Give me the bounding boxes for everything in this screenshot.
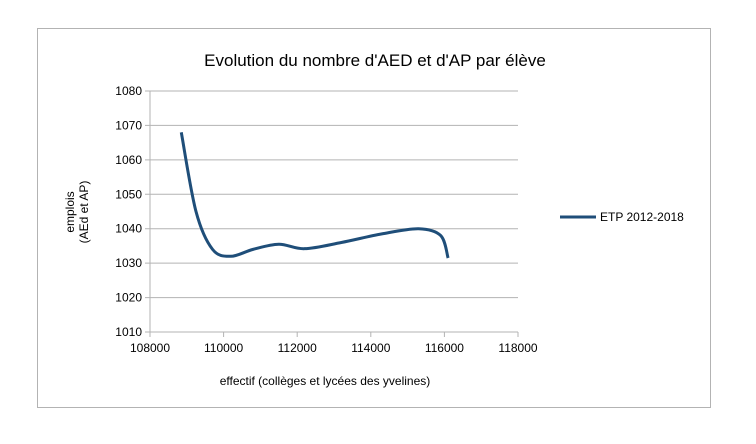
x-tick-label: 116000 bbox=[425, 341, 464, 355]
series-lines bbox=[179, 132, 450, 259]
y-tick-label: 1010 bbox=[115, 325, 142, 339]
x-tick-labels: 108000 110000 112000 114000 116000 118000 bbox=[130, 341, 538, 355]
x-tick-label: 114000 bbox=[351, 341, 390, 355]
y-tick-label: 1080 bbox=[115, 84, 142, 98]
legend-label: ETP 2012-2018 bbox=[600, 210, 684, 224]
x-tick-label: 110000 bbox=[204, 341, 243, 355]
y-axis-title-line-1: emplois bbox=[63, 191, 77, 232]
y-tick-label: 1020 bbox=[115, 291, 142, 305]
grid-lines bbox=[145, 90, 518, 333]
y-tick-label: 1070 bbox=[115, 118, 142, 132]
y-axis-title: emplois (AEd et AP) bbox=[63, 181, 91, 244]
x-tick-label: 118000 bbox=[498, 341, 537, 355]
y-tick-labels: 1010 1020 1030 1040 1050 1060 1070 1080 bbox=[115, 84, 142, 339]
y-tick-label: 1060 bbox=[115, 153, 142, 167]
y-axis-title-line-2: (AEd et AP) bbox=[77, 181, 91, 244]
axes bbox=[149, 91, 519, 337]
y-tick-label: 1050 bbox=[115, 187, 142, 201]
x-tick-label: 112000 bbox=[278, 341, 317, 355]
series-line bbox=[179, 132, 450, 259]
y-tick-label: 1040 bbox=[115, 222, 142, 236]
x-axis-title: effectif (collèges et lycées des yveline… bbox=[220, 374, 431, 388]
y-tick-label: 1030 bbox=[115, 256, 142, 270]
x-tick-label: 108000 bbox=[130, 341, 170, 355]
legend: ETP 2012-2018 bbox=[560, 210, 684, 224]
chart-title: Evolution du nombre d'AED et d'AP par él… bbox=[204, 51, 546, 70]
